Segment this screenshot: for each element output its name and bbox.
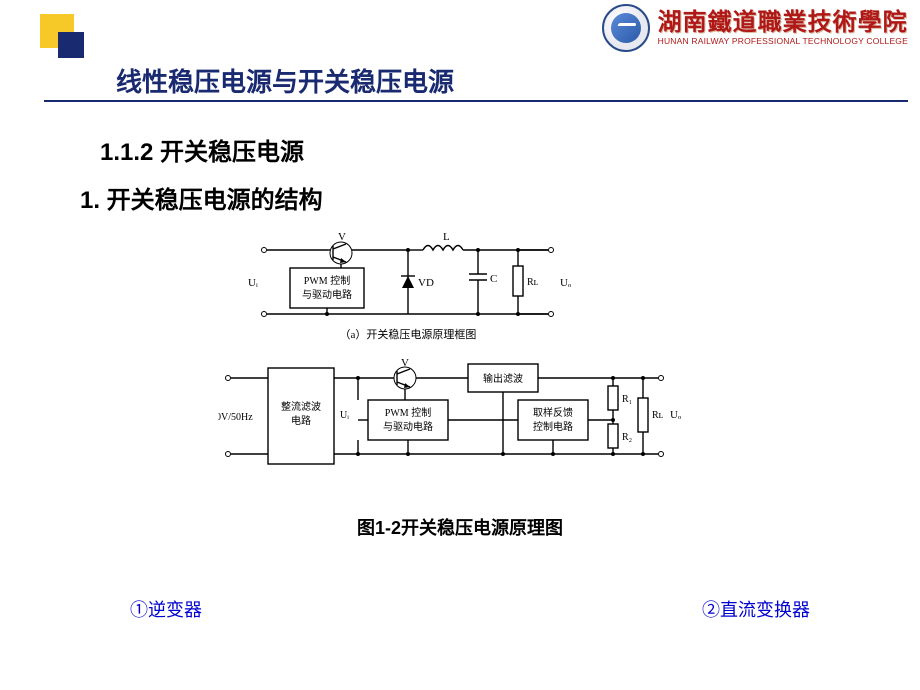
link-inverter[interactable]: ①逆变器	[130, 596, 202, 622]
block-fb-l1: 取样反馈	[533, 406, 573, 419]
circuit-diagram: Uᵢ V L VD C Rʟ Uₒ PWM 控制 与驱动电路 （a）开关稳压电源…	[218, 230, 718, 490]
block-rect-l2: 电路	[291, 414, 311, 427]
block-pwm-b-l1: PWM 控制	[385, 406, 431, 419]
label-v-a: V	[338, 231, 346, 243]
block-pwm-b-l2: 与驱动电路	[383, 420, 433, 433]
label-ui-b: Uᵢ	[340, 410, 349, 421]
block-pwm-a-l2: 与驱动电路	[302, 288, 352, 301]
link-dc-converter[interactable]: ②直流变换器	[702, 596, 810, 622]
label-r2: R₂	[622, 432, 632, 443]
label-uo-b: Uₒ	[670, 409, 681, 421]
label-rl-a: Rʟ	[527, 277, 538, 288]
block-outfilter: 输出滤波	[483, 372, 523, 385]
college-name-en: HUNAN RAILWAY PROFESSIONAL TECHNOLOGY CO…	[658, 37, 908, 46]
title-underline	[44, 100, 908, 102]
label-rl-b: Rʟ	[652, 410, 663, 421]
block-rect-l1: 整流滤波	[281, 400, 321, 413]
label-ac-in: 220V/50Hz	[218, 412, 253, 423]
page-title: 线性稳压电源与开关稳压电源	[116, 62, 454, 99]
college-logo: 湖南鐵道職業技術學院 HUNAN RAILWAY PROFESSIONAL TE…	[602, 4, 908, 52]
section-heading: 1.1.2 开关稳压电源	[100, 132, 304, 167]
subsection-heading: 1. 开关稳压电源的结构	[80, 180, 323, 215]
block-pwm-a-l1: PWM 控制	[304, 274, 350, 287]
subfigure-caption-a: （a）开关稳压电源原理框图	[340, 327, 477, 341]
label-c: C	[490, 273, 497, 285]
label-l: L	[443, 231, 450, 243]
college-name-cn: 湖南鐵道職業技術學院	[658, 10, 908, 36]
footer-links: ①逆变器 ②直流变换器	[130, 596, 810, 622]
corner-decoration	[40, 14, 84, 58]
figure-caption: 图1-2开关稳压电源原理图	[0, 514, 920, 540]
label-r1: R₁	[622, 394, 632, 405]
logo-emblem-icon	[602, 4, 650, 52]
label-uo-a: Uₒ	[560, 277, 571, 289]
label-ui: Uᵢ	[248, 277, 258, 289]
block-fb-l2: 控制电路	[533, 420, 573, 433]
label-vd: VD	[418, 277, 434, 289]
